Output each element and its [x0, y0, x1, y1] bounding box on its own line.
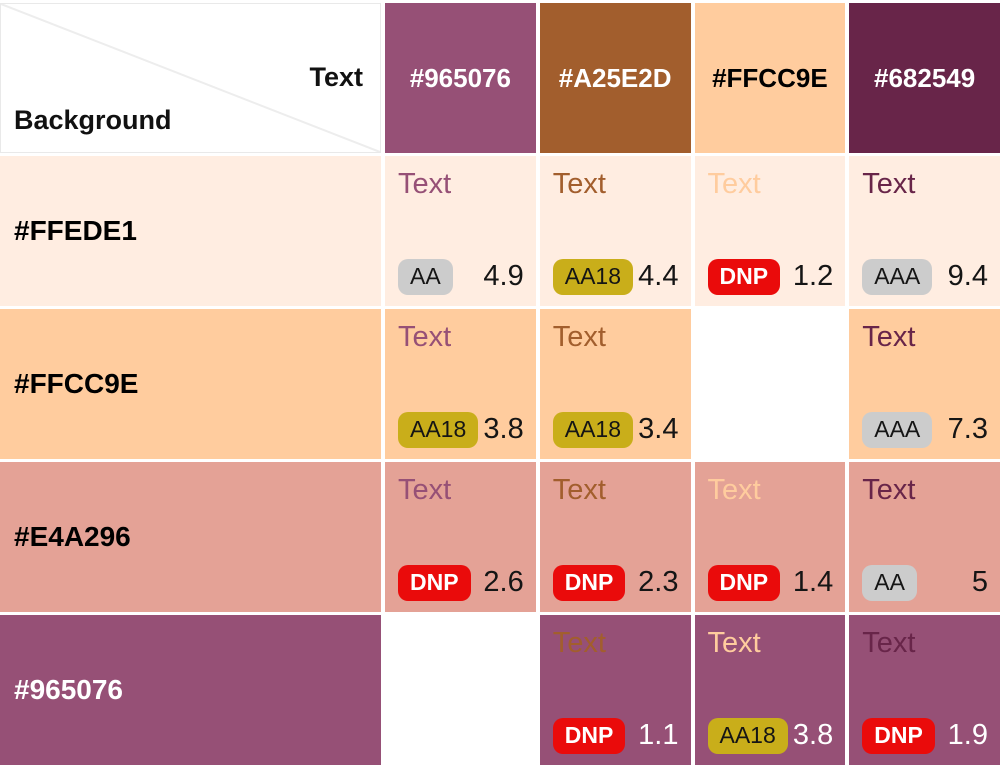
result-line: DNP 1.9: [862, 717, 988, 754]
contrast-ratio: 3.8: [792, 719, 834, 752]
contrast-ratio: 1.1: [638, 719, 679, 752]
contrast-ratio: 5: [971, 566, 988, 599]
row-header-2: #E4A296: [0, 462, 381, 612]
result-line: DNP 1.4: [707, 564, 834, 601]
result-line: AA18 3.8: [398, 411, 524, 448]
result-line: AA18 3.8: [707, 717, 834, 754]
sample-text: Text: [552, 474, 606, 506]
contrast-cell-r1c0: Text AA18 3.8: [385, 309, 536, 459]
contrast-ratio: 2.6: [483, 566, 524, 599]
text-axis-label: Text: [309, 62, 363, 92]
contrast-cell-r0c1: Text AA18 4.4: [539, 156, 691, 306]
result-line: AA18 4.4: [552, 258, 679, 295]
result-line: AAA 7.3: [862, 411, 988, 448]
contrast-cell-r0c0: Text AA 4.9: [385, 156, 536, 306]
sample-text: Text: [552, 168, 606, 200]
wcag-badge: DNP: [707, 564, 781, 601]
background-axis-label: Background: [14, 105, 172, 135]
wcag-badge: AA: [398, 258, 453, 295]
wcag-badge: AAA: [862, 258, 933, 295]
row-header-0: #FFEDE1: [0, 156, 381, 306]
wcag-badge: AA18: [398, 411, 479, 448]
contrast-ratio: 3.4: [638, 413, 679, 446]
row-header-3: #965076: [0, 615, 381, 765]
wcag-badge: AAA: [862, 411, 933, 448]
result-line: AA 4.9: [398, 258, 524, 295]
column-header-0: #965076: [385, 3, 536, 153]
wcag-badge: DNP: [552, 717, 626, 754]
result-line: AAA 9.4: [862, 258, 988, 295]
wcag-badge: AA: [862, 564, 917, 601]
sample-text: Text: [398, 474, 452, 506]
contrast-ratio: 2.3: [638, 566, 679, 599]
contrast-cell-r2c3: Text AA 5: [849, 462, 1000, 612]
contrast-cell-r2c1: Text DNP 2.3: [539, 462, 691, 612]
result-line: DNP 2.6: [398, 564, 524, 601]
wcag-badge: AA18: [707, 717, 788, 754]
contrast-cell-r3c3: Text DNP 1.9: [849, 615, 1000, 765]
sample-text: Text: [862, 168, 916, 200]
wcag-badge: AA18: [552, 258, 634, 295]
contrast-ratio: 3.8: [483, 413, 524, 446]
contrast-cell-r1c1: Text AA18 3.4: [539, 309, 691, 459]
wcag-badge: DNP: [707, 258, 781, 295]
sample-text: Text: [398, 321, 452, 353]
row-header-1: #FFCC9E: [0, 309, 381, 459]
wcag-badge: DNP: [552, 564, 626, 601]
wcag-badge: DNP: [398, 564, 471, 601]
sample-text: Text: [552, 627, 606, 659]
contrast-cell-r2c2: Text DNP 1.4: [694, 462, 846, 612]
contrast-cell-r1c3: Text AAA 7.3: [849, 309, 1000, 459]
blank-cell-same-color: [694, 309, 846, 459]
corner-cell: Text Background: [0, 3, 381, 153]
contrast-ratio: 1.4: [792, 566, 834, 599]
result-line: DNP 1.2: [707, 258, 834, 295]
contrast-ratio: 9.4: [947, 260, 988, 293]
column-header-3: #682549: [849, 3, 1000, 153]
contrast-cell-r0c3: Text AAA 9.4: [849, 156, 1000, 306]
wcag-badge: DNP: [862, 717, 935, 754]
contrast-ratio: 4.4: [638, 260, 679, 293]
contrast-cell-r3c1: Text DNP 1.1: [539, 615, 691, 765]
result-line: DNP 1.1: [552, 717, 679, 754]
contrast-cell-r3c2: Text AA18 3.8: [694, 615, 846, 765]
sample-text: Text: [398, 168, 452, 200]
contrast-ratio: 1.9: [947, 719, 988, 752]
sample-text: Text: [862, 321, 916, 353]
wcag-badge: AA18: [552, 411, 634, 448]
sample-text: Text: [552, 321, 606, 353]
sample-text: Text: [862, 627, 916, 659]
result-line: AA 5: [862, 564, 988, 601]
result-line: AA18 3.4: [552, 411, 679, 448]
contrast-ratio: 4.9: [483, 260, 524, 293]
blank-cell-same-color: [385, 615, 536, 765]
contrast-ratio: 1.2: [792, 260, 834, 293]
contrast-cell-r0c2: Text DNP 1.2: [694, 156, 846, 306]
contrast-ratio: 7.3: [947, 413, 988, 446]
column-header-2: #FFCC9E: [694, 3, 846, 153]
contrast-cell-r2c0: Text DNP 2.6: [385, 462, 536, 612]
sample-text: Text: [707, 627, 761, 659]
diagonal-divider: [1, 4, 380, 152]
sample-text: Text: [707, 168, 761, 200]
sample-text: Text: [707, 474, 761, 506]
result-line: DNP 2.3: [552, 564, 679, 601]
sample-text: Text: [862, 474, 916, 506]
column-header-1: #A25E2D: [539, 3, 691, 153]
